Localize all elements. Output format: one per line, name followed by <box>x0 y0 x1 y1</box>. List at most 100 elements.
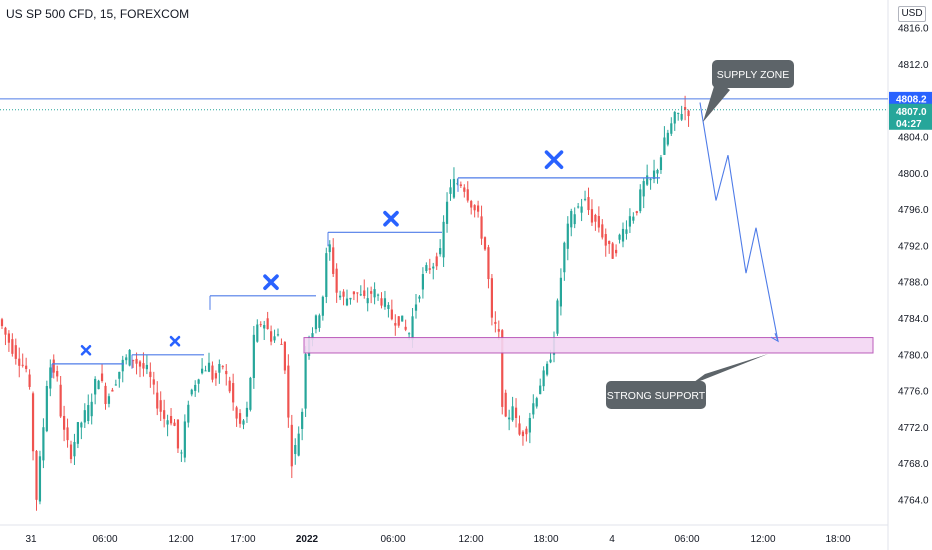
candle-body <box>80 422 83 428</box>
candle-body <box>546 363 549 375</box>
x-marker-icon <box>80 344 92 356</box>
candle-body <box>97 380 100 390</box>
supply-zone-callout <box>712 60 794 88</box>
y-tick-label: 4816.0 <box>898 24 929 35</box>
candle-body <box>166 420 169 425</box>
candle-body <box>511 406 514 421</box>
candle-body <box>100 373 104 381</box>
y-tick-label: 4776.0 <box>898 387 929 398</box>
candle-body <box>259 324 262 326</box>
strong-support-label: STRONG SUPPORT <box>607 390 706 402</box>
candle-body <box>107 396 111 404</box>
candle-body <box>418 296 421 299</box>
candle-body <box>87 405 90 422</box>
candle-body <box>342 291 345 297</box>
candle-body <box>45 385 48 432</box>
y-tick-label: 4780.0 <box>898 350 929 361</box>
x-tick-label: 18:00 <box>533 534 558 545</box>
currency-button[interactable]: USD <box>898 6 926 22</box>
callouts: SUPPLY ZONE STRONG SUPPORT <box>606 60 794 409</box>
y-tick-label: 4800.0 <box>898 169 929 180</box>
candle-body <box>394 323 397 326</box>
y-axis: 4764.0 4768.0 4772.0 4776.0 4780.0 4784.0 4788… <box>898 24 929 507</box>
candle-body <box>383 298 387 307</box>
candle-body <box>287 365 290 418</box>
candle-body <box>318 315 321 328</box>
projection-line <box>699 102 779 342</box>
candle-body <box>197 379 200 384</box>
y-tick-label: 4784.0 <box>898 314 929 325</box>
candle-body <box>663 137 666 155</box>
candle-body <box>590 209 594 223</box>
candle-body <box>673 111 676 124</box>
candle-body <box>521 431 525 437</box>
supply-zone-label: SUPPLY ZONE <box>717 69 790 81</box>
candle-body <box>339 295 342 298</box>
candle-body <box>169 416 173 424</box>
horizontal-level-group <box>0 98 888 111</box>
candle-body <box>73 441 76 457</box>
candle-body <box>25 365 28 370</box>
candle-body <box>204 370 207 372</box>
candle-body <box>252 334 255 378</box>
candle-body <box>463 187 466 192</box>
candle-body <box>373 289 376 298</box>
candle-body <box>201 368 204 374</box>
candle-body <box>494 321 497 324</box>
candle-body <box>304 354 307 409</box>
candle-body <box>152 379 155 385</box>
x-tick-label: 06:00 <box>380 534 405 545</box>
candle-body <box>132 360 135 362</box>
candle-body <box>566 223 569 249</box>
candle-body <box>180 452 183 454</box>
last-price-label: 4807.0 <box>896 107 927 118</box>
candle-body <box>470 201 473 208</box>
candle-body <box>173 422 176 426</box>
x-marker-icon <box>383 210 399 227</box>
x-tick-label: 06:00 <box>674 534 699 545</box>
projection-group <box>699 102 780 343</box>
candle-body <box>621 228 625 242</box>
candle-body <box>387 304 390 309</box>
candle-body <box>514 407 518 419</box>
candle-body <box>118 371 121 379</box>
candle-body <box>225 370 228 375</box>
candle-body <box>111 389 114 392</box>
candle-body <box>235 407 238 419</box>
candle-body <box>18 358 21 366</box>
y-tick-label: 4804.0 <box>898 133 929 144</box>
candle-body <box>428 268 431 270</box>
candle-body <box>38 456 42 502</box>
y-tick-label: 4768.0 <box>898 459 929 470</box>
candle-body <box>90 401 93 417</box>
candle-body <box>218 364 221 373</box>
candle-body <box>628 216 631 227</box>
candle-body <box>31 393 35 452</box>
candle-body <box>363 290 366 296</box>
candle-body <box>321 296 324 316</box>
level-price-label: 4808.2 <box>896 94 927 105</box>
candle-body <box>625 229 628 234</box>
candle-body <box>421 274 424 290</box>
candle-body <box>149 371 152 378</box>
candle-body <box>570 210 573 228</box>
candle-body <box>439 248 442 255</box>
candle-body <box>349 297 352 300</box>
candle-body <box>408 333 411 335</box>
y-tick-label: 4792.0 <box>898 241 929 252</box>
candle-body <box>380 298 383 306</box>
x-tick-label: 4 <box>609 534 615 545</box>
candle-body <box>228 380 231 392</box>
candle-body <box>397 316 400 326</box>
candle-body <box>504 392 507 417</box>
x-axis: 31 06:00 12:00 17:00 2022 06:00 12:00 18:00 4 06:… <box>25 534 851 545</box>
candle-body <box>135 358 138 364</box>
x-marker-icon <box>169 335 181 347</box>
candle-body <box>608 240 611 245</box>
candle-body <box>21 364 24 366</box>
supply-callout-pointer <box>703 80 730 122</box>
candle-body <box>646 175 649 185</box>
candle-body <box>401 315 404 322</box>
